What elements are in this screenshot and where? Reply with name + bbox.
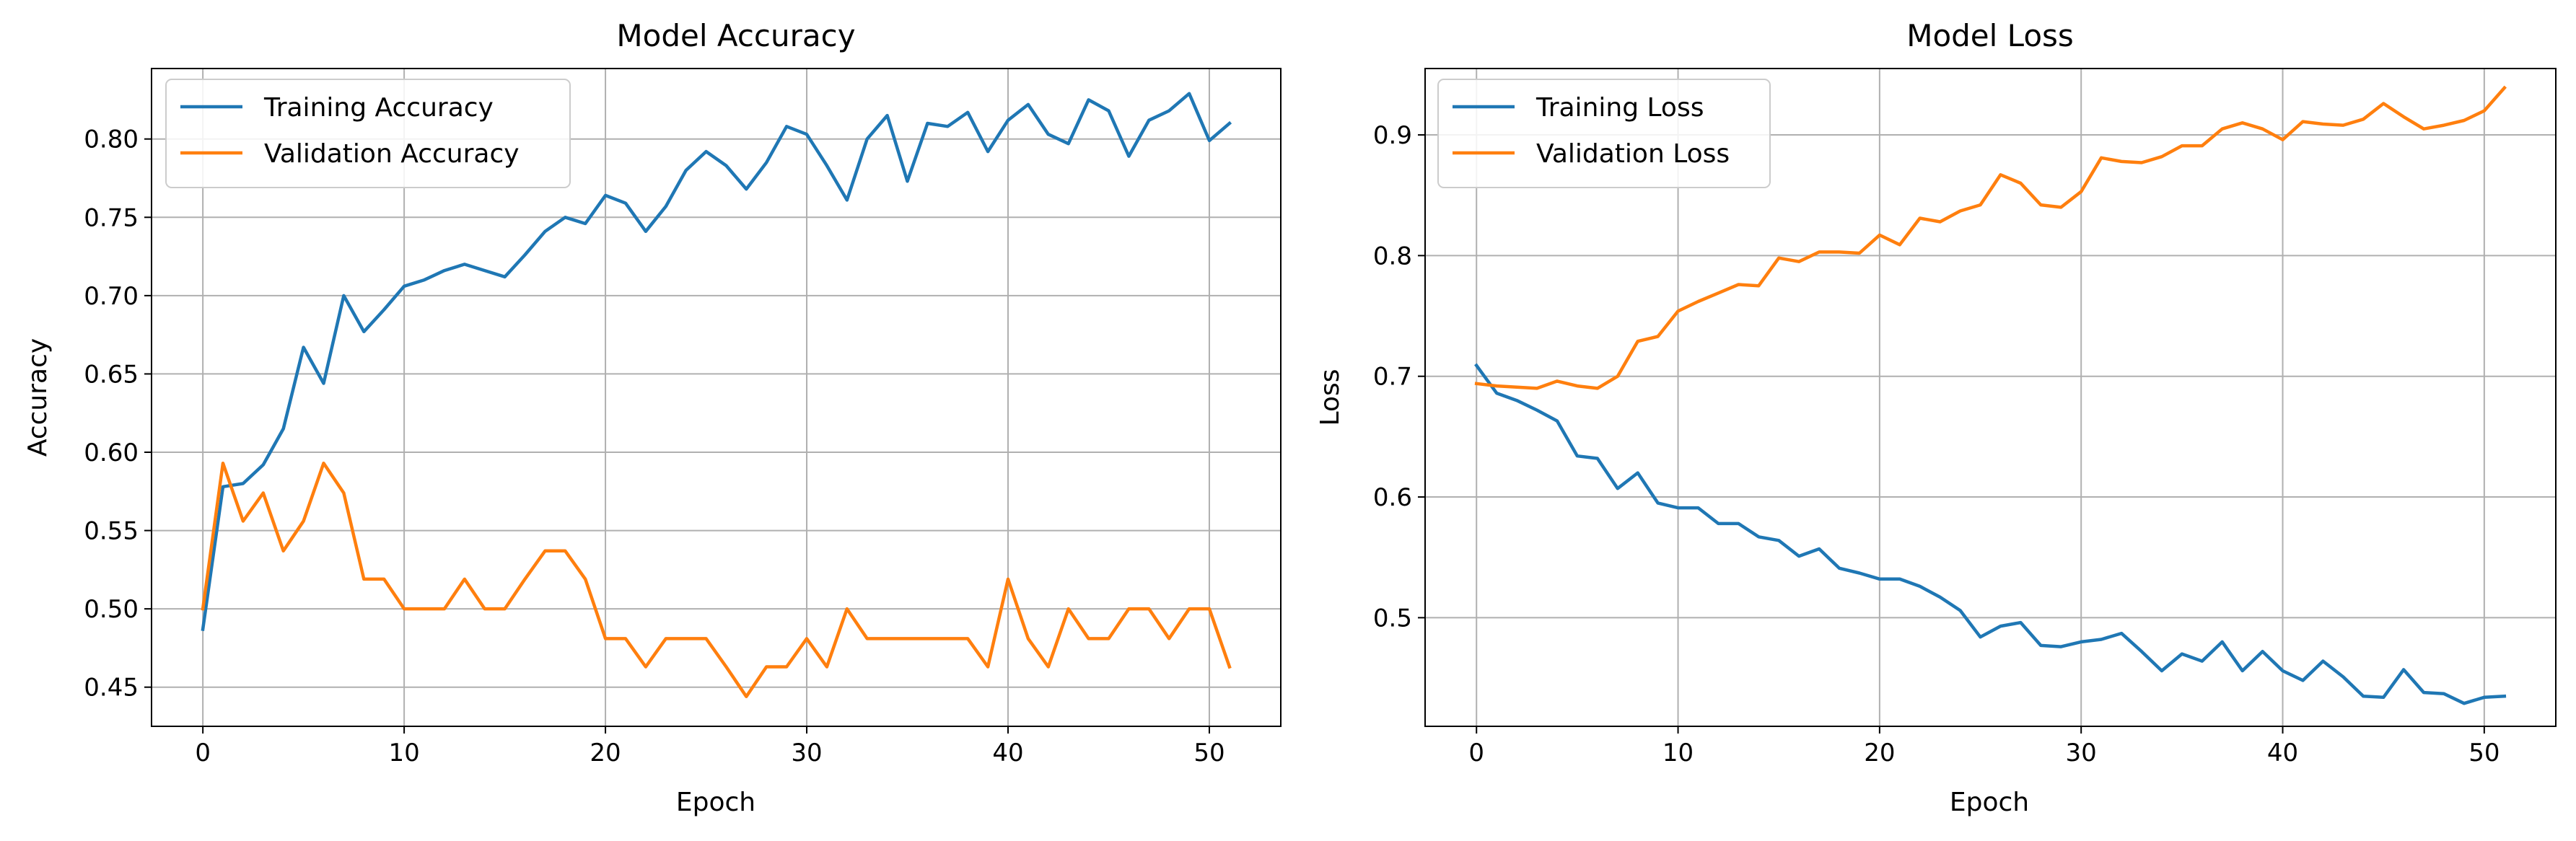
y-axis-label: Loss <box>1315 369 1345 426</box>
y-tick-label: 0.5 <box>1373 604 1412 633</box>
x-tick-label: 20 <box>590 739 621 767</box>
y-tick-label: 0.9 <box>1373 121 1412 150</box>
y-tick-label: 0.75 <box>84 203 139 232</box>
legend: Training Accuracy Validation Accuracy <box>165 79 571 188</box>
grid <box>152 69 1281 726</box>
y-tick-label: 0.7 <box>1373 363 1412 392</box>
loss-panel: Model Loss 0 10 20 30 40 50 0.5 0.6 0.7 0.8 0.9 E… <box>1315 18 2557 817</box>
series-line-training-loss <box>1474 363 2507 705</box>
y-tick-label: 0.80 <box>84 126 139 154</box>
accuracy-panel: Model Accuracy 0 10 20 30 40 50 0.450.500.550… <box>23 18 1282 817</box>
y-axis-ticks: 0.45 0.50 0.55 0.60 0.65 0.70 0.75 0.80 <box>84 126 152 703</box>
legend-box <box>165 79 571 188</box>
chart-title: Model Loss <box>1906 18 2074 53</box>
x-tick-label: 50 <box>2468 739 2500 767</box>
x-axis-label: Epoch <box>1950 788 2029 817</box>
y-tick-label: 0.8 <box>1373 242 1412 270</box>
legend-label-training-loss: Training Loss <box>1535 93 1704 123</box>
plot-frame <box>1424 68 2557 727</box>
series-line-validation-accuracy <box>201 461 1232 698</box>
x-tick-label: 20 <box>1864 739 1895 767</box>
x-tick-label: 10 <box>388 739 419 767</box>
y-tick-label: 0.65 <box>84 360 139 389</box>
y-tick-label: 0.6 <box>1373 483 1412 512</box>
x-tick-label: 40 <box>2267 739 2298 767</box>
chart-title: Model Accuracy <box>616 18 855 53</box>
x-tick-label: 0 <box>1468 739 1484 767</box>
x-axis-ticks: 0 10 20 30 40 50 <box>195 726 1225 767</box>
x-tick-label: 30 <box>791 739 822 767</box>
x-tick-label: 40 <box>992 739 1023 767</box>
y-axis-ticks: 0.5 0.6 0.7 0.8 0.9 <box>1373 121 1425 633</box>
x-axis-label: Epoch <box>676 788 755 817</box>
series-lines <box>201 92 1232 698</box>
x-tick-label: 0 <box>195 739 211 767</box>
y-tick-label: 0.60 <box>84 439 139 467</box>
x-axis-ticks: 0 10 20 30 40 50 <box>1468 726 2500 767</box>
x-tick-label: 10 <box>1662 739 1694 767</box>
series-line-validation-loss <box>1474 85 2507 390</box>
y-tick-label: 0.45 <box>84 674 139 703</box>
legend-label-validation-accuracy: Validation Accuracy <box>264 139 520 169</box>
y-tick-label: 0.55 <box>84 517 139 546</box>
x-tick-label: 30 <box>2066 739 2097 767</box>
series-line-training-accuracy <box>201 92 1232 631</box>
legend-label-training-accuracy: Training Accuracy <box>263 93 494 123</box>
legend: Training Loss Validation Loss <box>1437 79 1771 188</box>
y-tick-label: 0.50 <box>84 595 139 624</box>
y-tick-label: 0.70 <box>84 282 139 311</box>
series-lines <box>1474 85 2507 705</box>
x-tick-label: 50 <box>1193 739 1225 767</box>
y-axis-label: Accuracy <box>23 338 53 457</box>
legend-box <box>1437 79 1771 188</box>
legend-label-validation-loss: Validation Loss <box>1536 139 1730 169</box>
plot-frame <box>151 68 1282 727</box>
